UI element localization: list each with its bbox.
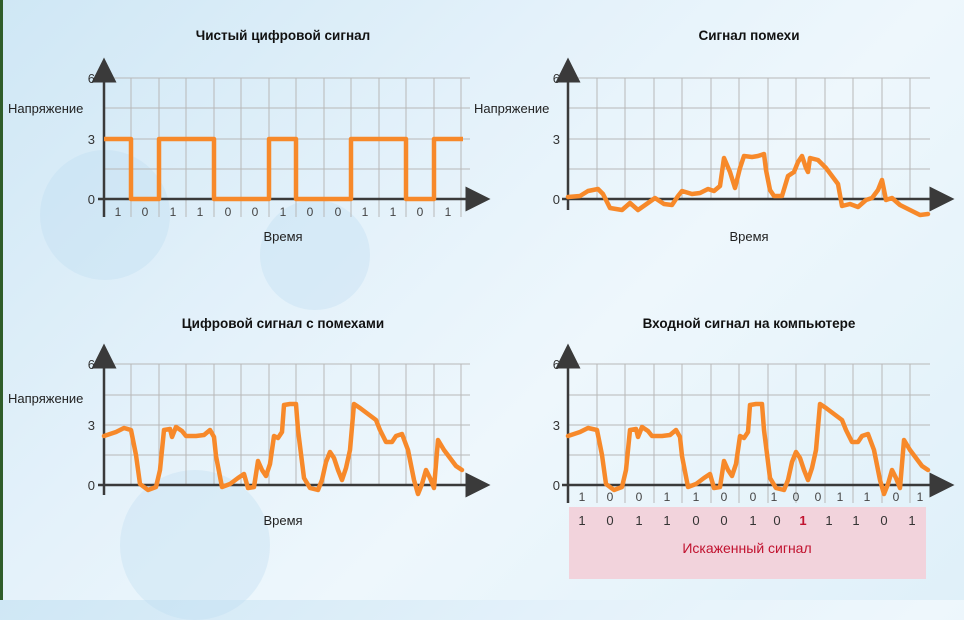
y-axis-label: Напряжение [8,391,83,406]
bit-label: 0 [335,205,342,219]
bit-label: 1 [771,490,778,504]
bit-label: 1 [749,513,756,528]
bit-label: 1 [852,513,859,528]
bit-label: 0 [893,490,900,504]
bit-label: 0 [252,205,259,219]
error-bit-label: 1 [799,513,806,528]
bit-label: 0 [607,490,614,504]
panel-noisy-signal: Цифровой сигнал с помехами 6 3 0 Напряже… [8,316,491,528]
bit-label: 1 [908,513,915,528]
grid [104,363,470,485]
bit-label: 0 [880,513,887,528]
bit-label: 1 [693,490,700,504]
bit-label: 1 [362,205,369,219]
bit-label: 1 [917,490,924,504]
panel-clean-signal: Чистый цифровой сигнал 6 3 0 Напряжение … [8,28,491,244]
received-bit-labels: 1 0 0 1 1 0 0 1 0 0 1 1 0 1 [579,490,924,504]
bit-label: 0 [773,513,780,528]
bit-label: 0 [720,513,727,528]
y-tick-label: 0 [553,478,560,493]
bit-label: 1 [635,513,642,528]
x-axis-label: Время [729,229,768,244]
bit-label: 0 [721,490,728,504]
panel-noise-signal: Сигнал помехи 6 3 0 Напряжение Время [474,28,955,244]
bit-labels: 1 0 1 1 0 0 1 0 0 1 1 0 1 [115,205,452,219]
bit-label: 0 [793,490,800,504]
bit-label: 0 [606,513,613,528]
bit-label: 1 [579,490,586,504]
y-tick-label: 0 [553,192,560,207]
y-axis-label: Напряжение [474,101,549,116]
y-tick-label: 3 [553,418,560,433]
left-edge-bar [0,0,3,600]
bit-label: 1 [664,490,671,504]
y-tick-label: 0 [88,192,95,207]
background-decoration [260,200,370,310]
y-tick-label: 3 [88,418,95,433]
y-tick-label: 6 [88,71,95,86]
bit-label: 1 [197,205,204,219]
panel-input-signal: Входной сигнал на компьютере 6 3 0 1 0 0… [553,316,955,579]
clean-signal-line [104,136,463,202]
bit-label: 0 [750,490,757,504]
y-tick-label: 0 [88,478,95,493]
y-tick-label: 3 [88,132,95,147]
bit-label: 0 [307,205,314,219]
grid [568,77,930,199]
bit-label: 1 [578,513,585,528]
y-tick-label: 3 [553,132,560,147]
signal-diagrams: Чистый цифровой сигнал 6 3 0 Напряжение … [8,28,955,579]
bit-label: 1 [170,205,177,219]
decoded-bit-labels: 1 0 1 1 0 0 1 0 1 1 1 0 1 [578,513,915,528]
bit-label: 1 [837,490,844,504]
distorted-signal-box [569,507,926,579]
panel-title: Сигнал помехи [698,28,799,43]
y-axis-label: Напряжение [8,101,83,116]
bit-label: 1 [280,205,287,219]
panel-title: Цифровой сигнал с помехами [182,316,384,331]
bit-label: 0 [636,490,643,504]
distorted-signal-caption: Искаженный сигнал [682,540,811,556]
bit-label: 1 [663,513,670,528]
panel-title: Чистый цифровой сигнал [196,28,370,43]
y-tick-label: 6 [553,71,560,86]
panel-title: Входной сигнал на компьютере [643,316,856,331]
x-axis-label: Время [263,513,302,528]
x-axis-label: Время [263,229,302,244]
bit-label: 0 [692,513,699,528]
bit-label: 0 [225,205,232,219]
bit-label: 0 [142,205,149,219]
noisy-signal-line [101,401,465,497]
y-tick-label: 6 [88,357,95,372]
bit-label: 1 [825,513,832,528]
bit-label: 1 [115,205,122,219]
input-signal-line [565,401,931,497]
background-decoration [120,470,270,620]
bit-label: 1 [390,205,397,219]
bit-label: 1 [445,205,452,219]
bit-label: 0 [417,205,424,219]
bit-label: 1 [864,490,871,504]
noise-signal-line [565,151,931,218]
y-tick-label: 6 [553,357,560,372]
bit-label: 0 [815,490,822,504]
